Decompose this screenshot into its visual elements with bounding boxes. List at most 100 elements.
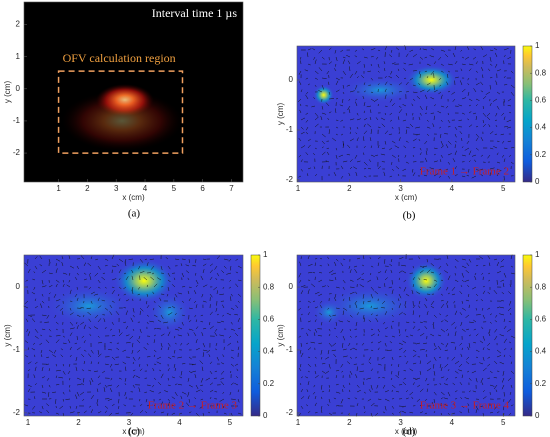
flow-vector [478,168,484,171]
flow-vector [214,265,218,270]
flow-vector [447,161,451,165]
flow-vector [334,297,337,302]
flow-vector [235,304,239,309]
flow-vector [222,391,225,394]
flow-vector [465,56,470,60]
flow-vector [480,81,484,86]
flow-vector [425,354,428,358]
flow-vector [405,397,409,400]
flow-vector [321,112,327,115]
flow-vector [429,55,435,58]
flow-vector [431,48,435,51]
flow-vector [482,347,485,351]
flow-vector [328,47,332,51]
flow-vector [214,370,218,373]
flow-vector [333,172,337,177]
flow-vector [76,265,79,270]
flow-vector [68,339,71,344]
flow-vector [370,77,374,81]
flow-vector [370,145,373,149]
flow-vector [348,382,351,386]
flow-vector [461,258,466,261]
flow-vector [328,129,330,135]
flow-vector [69,354,72,358]
flow-vector [348,98,351,101]
flow-vector [307,410,311,414]
flow-vector [403,377,407,380]
flow-vector [304,69,309,72]
flow-vector [412,138,417,142]
flow-vector [54,314,57,319]
flow-vector [398,411,402,414]
flow-vector [97,349,100,355]
flow-vector [398,257,404,260]
flow-vector [475,349,480,352]
flow-vector [216,313,219,316]
flow-vector [62,293,65,296]
flow-vector [356,257,361,260]
flow-vector [419,265,425,269]
flow-vector [307,356,311,358]
flow-vector [354,70,358,75]
flow-vector [45,339,50,344]
flow-vector [179,307,183,310]
flow-vector [230,293,233,297]
flow-vector [125,325,129,330]
flow-vector [230,328,235,331]
flow-vector [213,286,218,291]
flow-vector [475,116,477,121]
flow-vector [158,391,162,394]
flow-vector [349,166,353,170]
flow-vector [417,384,421,388]
flow-vector [461,347,463,351]
flow-vector [500,133,505,136]
flow-vector [125,334,130,337]
flow-vector [318,279,323,283]
flow-vector [373,307,379,309]
colorbar-tick-label: 0.6 [535,96,547,105]
flow-vector [419,411,423,414]
flow-vector [41,293,44,297]
flow-vector [356,389,361,393]
flow-vector [425,297,428,302]
flow-vector [34,335,39,339]
flow-vector [472,390,477,393]
flow-vector [327,349,330,355]
flow-vector [377,347,380,351]
flow-vector [335,80,339,86]
flow-vector [298,154,302,158]
flow-vector [412,84,416,87]
flow-vector [377,103,379,107]
flow-vector [492,98,498,102]
flow-vector [402,270,407,274]
flow-vector [433,363,435,369]
flow-vector [234,383,239,386]
flow-vector [349,348,353,351]
flow-vector [370,341,374,344]
flow-vector [475,293,479,297]
flow-vector [384,277,388,281]
flow-vector [342,310,345,316]
flow-vector [503,325,507,330]
flow-vector [321,362,326,365]
flow-vector [416,133,421,136]
flow-vector [496,69,501,72]
flow-vector [96,398,99,403]
y-axis-label: y (cm) [276,103,285,126]
flow-vector [423,174,428,177]
flow-vector [158,305,162,309]
flow-vector [195,279,199,285]
flow-vector [404,154,407,158]
flow-vector [135,375,141,379]
flow-vector [494,258,498,261]
flow-vector [173,277,176,281]
flow-vector [482,390,485,393]
flow-vector [202,349,208,352]
flow-vector [370,286,375,291]
flow-vector [97,353,102,358]
flow-vector [425,377,428,382]
flow-vector [384,105,388,107]
flow-vector [104,307,109,311]
flow-vector [124,377,127,382]
y-tick-label: 2 [16,20,21,29]
